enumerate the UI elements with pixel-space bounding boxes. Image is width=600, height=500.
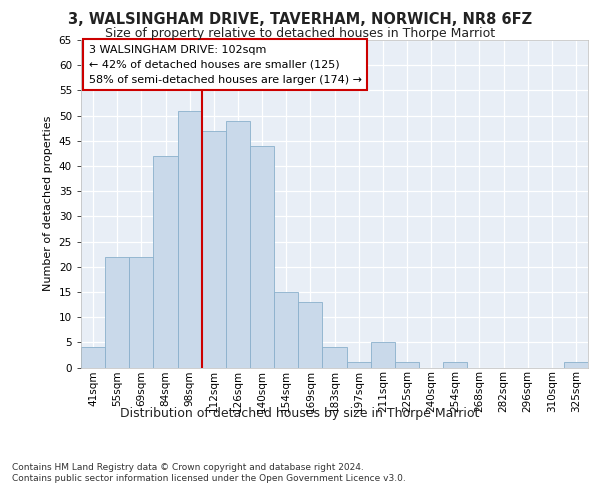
Text: Contains public sector information licensed under the Open Government Licence v3: Contains public sector information licen… — [12, 474, 406, 483]
Bar — [371, 342, 395, 367]
Bar — [154, 156, 178, 368]
Bar — [178, 110, 202, 368]
Bar — [395, 362, 419, 368]
Text: Distribution of detached houses by size in Thorpe Marriot: Distribution of detached houses by size … — [121, 408, 479, 420]
Bar — [298, 302, 322, 368]
Bar — [322, 348, 347, 368]
Text: 3 WALSINGHAM DRIVE: 102sqm
← 42% of detached houses are smaller (125)
58% of sem: 3 WALSINGHAM DRIVE: 102sqm ← 42% of deta… — [89, 45, 362, 84]
Bar — [564, 362, 588, 368]
Bar — [443, 362, 467, 368]
Bar — [347, 362, 371, 368]
Bar — [250, 146, 274, 368]
Y-axis label: Number of detached properties: Number of detached properties — [43, 116, 53, 292]
Bar — [226, 120, 250, 368]
Bar — [129, 256, 154, 368]
Bar — [81, 348, 105, 368]
Bar — [105, 256, 129, 368]
Bar — [202, 130, 226, 368]
Text: Size of property relative to detached houses in Thorpe Marriot: Size of property relative to detached ho… — [105, 28, 495, 40]
Bar — [274, 292, 298, 368]
Text: 3, WALSINGHAM DRIVE, TAVERHAM, NORWICH, NR8 6FZ: 3, WALSINGHAM DRIVE, TAVERHAM, NORWICH, … — [68, 12, 532, 28]
Text: Contains HM Land Registry data © Crown copyright and database right 2024.: Contains HM Land Registry data © Crown c… — [12, 462, 364, 471]
